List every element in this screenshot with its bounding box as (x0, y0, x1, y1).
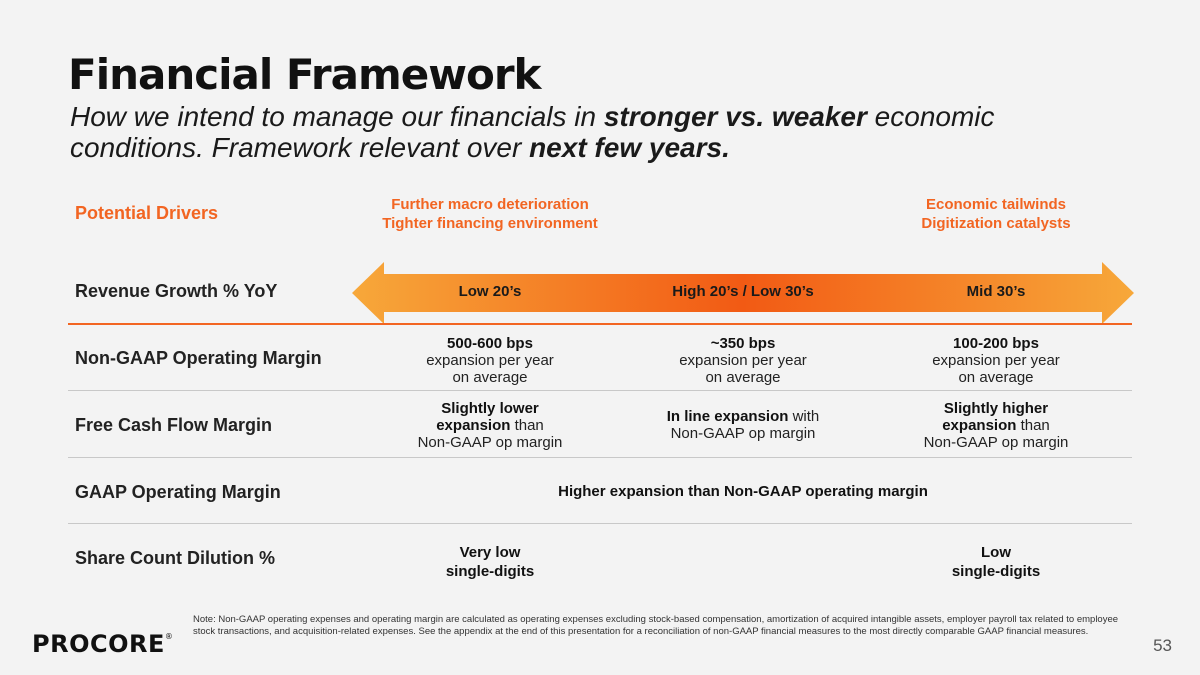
driver-upside-line-2: Digitization catalysts (921, 215, 1071, 232)
fcf-high: Slightly higher expansion than Non-GAAP … (896, 400, 1096, 451)
slide-title: Financial Framework (68, 50, 541, 99)
cell-bold: Low (981, 544, 1011, 561)
page-number: 53 (1153, 636, 1172, 655)
gaap-operating-margin-value: Higher expansion than Non-GAAP operating… (558, 483, 928, 500)
cell-bold: Slightly lower (441, 400, 539, 417)
potential-drivers-label: Potential Drivers (75, 203, 219, 223)
row-label-revenue-growth: Revenue Growth % YoY (75, 281, 278, 301)
footnote: Note: Non-GAAP operating expenses and op… (193, 614, 1119, 637)
row-label-operating-margin: Non-GAAP Operating Margin (75, 348, 322, 368)
subtitle-bold-1: stronger vs. weaker (603, 101, 867, 132)
driver-upside: Economic tailwinds Digitization catalyst… (846, 195, 1146, 233)
row-label-free-cash-flow: Free Cash Flow Margin (75, 415, 273, 435)
driver-upside-line-1: Economic tailwinds (925, 196, 1067, 213)
divider-orange (68, 323, 1132, 325)
double-arrow-icon (352, 262, 1134, 324)
cell-line: on average (452, 369, 528, 386)
row-label-gaap-operating-margin: GAAP Operating Margin (75, 482, 281, 502)
subtitle-part-2: economic conditions. Framework relevant … (70, 101, 995, 163)
cell-line: expansion per year (932, 352, 1060, 369)
revenue-low: Low 20’s (458, 283, 522, 300)
procore-logo: PROCORE® (32, 630, 173, 658)
double-arrow: Low 20’s High 20’s / Low 30’s Mid 30’s (352, 262, 1134, 324)
dilution-high: Low single-digits (896, 543, 1096, 581)
cell-bold: single-digits (445, 563, 535, 580)
subtitle-part-1: How we intend to manage our financials i… (70, 101, 604, 132)
divider (68, 457, 1132, 458)
cell-line: expansion than (390, 417, 590, 434)
cell-text: than (1016, 417, 1050, 434)
subtitle-bold-2: next few years. (529, 132, 730, 163)
cell-line: Non-GAAP op margin (417, 434, 563, 451)
cell-bold: expansion (436, 417, 511, 434)
cell-text: than (510, 417, 544, 434)
operating-margin-mid: ~350 bps expansion per year on average (643, 335, 843, 386)
operating-margin-low: 500-600 bps expansion per year on averag… (390, 335, 590, 386)
cell-bold: ~350 bps (710, 335, 776, 352)
cell-line: expansion per year (426, 352, 554, 369)
divider (68, 390, 1132, 391)
driver-downside: Further macro deterioration Tighter fina… (340, 195, 640, 233)
cell-bold: In line expansion (666, 408, 789, 425)
driver-downside-line-2: Tighter financing environment (382, 215, 598, 232)
cell-bold: 500-600 bps (447, 335, 533, 352)
cell-line: on average (705, 369, 781, 386)
revenue-mid: High 20’s / Low 30’s (672, 283, 814, 300)
cell-line: expansion than (896, 417, 1096, 434)
cell-line: In line expansion with (643, 408, 843, 425)
cell-bold: 100-200 bps (953, 335, 1039, 352)
cell-text: with (788, 408, 820, 425)
cell-line: on average (958, 369, 1034, 386)
cell-bold: single-digits (951, 563, 1041, 580)
cell-line: Non-GAAP op margin (670, 425, 816, 442)
cell-line: expansion per year (679, 352, 807, 369)
row-label-share-dilution: Share Count Dilution % (75, 548, 275, 568)
slide-subtitle: How we intend to manage our financials i… (70, 101, 1050, 163)
logo-registered-mark: ® (164, 632, 174, 641)
fcf-mid: In line expansion with Non-GAAP op margi… (643, 408, 843, 442)
divider (68, 523, 1132, 524)
logo-text: PROCORE (32, 630, 165, 658)
driver-downside-line-1: Further macro deterioration (391, 196, 589, 213)
fcf-low: Slightly lower expansion than Non-GAAP o… (390, 400, 590, 451)
operating-margin-high: 100-200 bps expansion per year on averag… (896, 335, 1096, 386)
revenue-high: Mid 30’s (966, 283, 1026, 300)
cell-line: Non-GAAP op margin (923, 434, 1069, 451)
cell-bold: Very low (459, 544, 521, 561)
cell-bold: expansion (942, 417, 1017, 434)
cell-bold: Slightly higher (943, 400, 1049, 417)
dilution-low: Very low single-digits (390, 543, 590, 581)
